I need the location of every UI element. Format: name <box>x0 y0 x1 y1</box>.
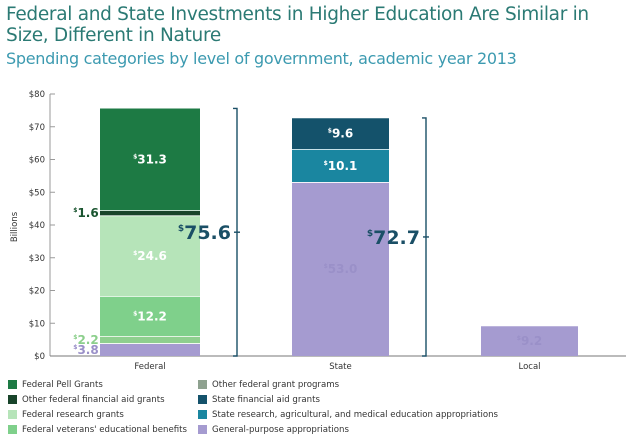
legend-item: General-purpose appropriations <box>198 423 349 436</box>
total-label: $72.7 <box>367 227 420 249</box>
data-label: $12.2 <box>133 309 167 323</box>
data-label: $31.3 <box>133 152 167 166</box>
currency-symbol: $ <box>133 310 137 317</box>
data-label: $2.2 <box>73 333 98 347</box>
bar-segment <box>292 149 389 183</box>
stacked-bar-chart: $0 $10 $20 $30 $40 $50 $60 $70 $80 Billions Federa… <box>10 90 626 372</box>
legend-label: Federal Pell Grants <box>22 379 103 390</box>
data-label-value: 12.2 <box>137 309 167 323</box>
legend-item: Other federal grant programs <box>198 378 339 391</box>
total-label: $75.6 <box>178 222 231 244</box>
legend-label: Other federal grant programs <box>212 379 340 390</box>
data-label: $53.0 <box>324 262 358 276</box>
data-label: $24.6 <box>133 249 167 263</box>
y-tick-label: $30 <box>29 254 45 264</box>
y-tick-label: $50 <box>29 188 45 198</box>
data-label-value: 31.3 <box>137 152 167 166</box>
legend-swatch <box>8 410 17 419</box>
legend-item: Federal Pell Grants <box>8 378 103 391</box>
bar-segment <box>100 108 200 211</box>
bar-segment <box>292 182 389 356</box>
legend-swatch <box>198 380 207 389</box>
chart-legend: Federal Pell Grants Other federal financi… <box>8 378 628 438</box>
y-tick-label: $20 <box>29 287 45 297</box>
bar-segment <box>100 343 200 356</box>
data-label-value: 3.8 <box>77 343 98 357</box>
data-label-value: 53.0 <box>328 262 358 276</box>
legend-label: General-purpose appropriations <box>212 424 349 435</box>
data-label: $1.6 <box>73 206 98 220</box>
legend-item: State financial aid grants <box>198 393 320 406</box>
y-tick-label: $70 <box>29 123 45 133</box>
currency-symbol: $ <box>328 128 332 135</box>
currency-symbol: $ <box>133 250 137 257</box>
data-label-value: 24.6 <box>137 249 167 263</box>
y-tick-label: $0 <box>34 352 45 362</box>
chart-subtitle: Spending categories by level of governme… <box>6 49 517 68</box>
y-axis-label: Billions <box>10 211 20 242</box>
legend-item: Federal veterans' educational benefits <box>8 423 187 436</box>
legend-label: State financial aid grants <box>212 394 320 405</box>
data-label: $3.8 <box>73 343 98 357</box>
legend-item: Other federal financial aid grants <box>8 393 165 406</box>
currency-symbol: $ <box>73 207 77 214</box>
y-tick-label: $10 <box>29 319 45 329</box>
data-label-value: 10.1 <box>328 159 358 173</box>
legend-label: Other federal financial aid grants <box>22 394 165 405</box>
legend-label: Federal veterans' educational benefits <box>22 424 188 435</box>
bar-segment <box>292 117 389 150</box>
legend-swatch <box>8 395 17 404</box>
x-tick-label: Local <box>518 362 540 372</box>
bar-segment <box>100 296 200 337</box>
data-label-value: 1.6 <box>77 206 98 220</box>
currency-symbol: $ <box>73 334 77 341</box>
legend-label: Federal research grants <box>22 409 124 420</box>
bar-segment <box>481 325 578 356</box>
bar-segment <box>100 336 200 344</box>
legend-swatch <box>198 410 207 419</box>
data-label-value: 2.2 <box>77 333 98 347</box>
total-label-value: 75.6 <box>184 222 231 244</box>
data-label-value: 9.6 <box>332 127 353 141</box>
chart-title: Federal and State Investments in Higher … <box>6 4 589 46</box>
total-label-value: 72.7 <box>373 227 420 249</box>
currency-symbol: $ <box>324 263 328 270</box>
legend-item: Federal research grants <box>8 408 124 421</box>
currency-symbol: $ <box>324 160 328 167</box>
y-tick-label: $60 <box>29 156 45 166</box>
currency-symbol: $ <box>133 153 137 160</box>
currency-symbol: $ <box>73 344 77 351</box>
legend-swatch <box>8 425 17 434</box>
data-label: $9.2 <box>517 334 542 348</box>
x-tick-label: State <box>329 362 352 372</box>
legend-swatch <box>198 395 207 404</box>
legend-swatch <box>198 425 207 434</box>
y-tick-label: $40 <box>29 221 45 231</box>
legend-swatch <box>8 380 17 389</box>
x-tick-label: Federal <box>134 362 165 372</box>
bar-segment <box>100 210 200 216</box>
currency-symbol: $ <box>367 229 373 239</box>
legend-item: State research, agricultural, and medica… <box>198 408 498 421</box>
legend-label: State research, agricultural, and medica… <box>212 409 499 420</box>
currency-symbol: $ <box>178 224 184 234</box>
y-tick-label: $80 <box>29 90 45 100</box>
data-label-value: 9.2 <box>521 334 542 348</box>
currency-symbol: $ <box>517 335 521 342</box>
data-label: $10.1 <box>324 159 358 173</box>
bar-segment <box>100 215 200 297</box>
data-label: $9.6 <box>328 127 353 141</box>
